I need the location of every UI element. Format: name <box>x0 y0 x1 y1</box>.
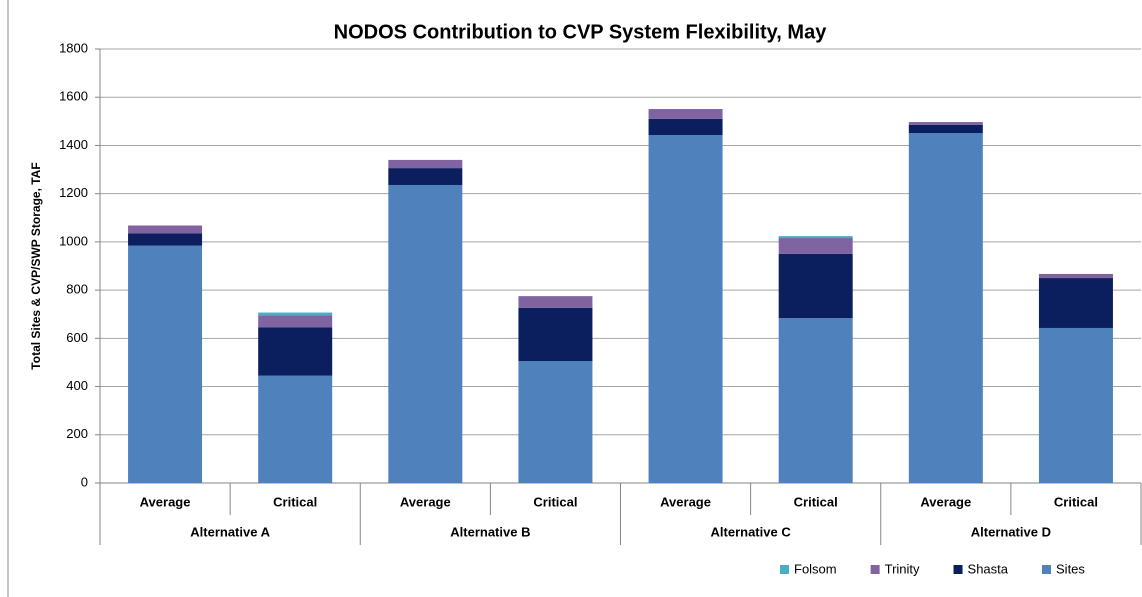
group-label: Alternative B <box>450 524 530 539</box>
y-tick-label: 800 <box>66 282 88 297</box>
bar-segment <box>258 375 333 483</box>
y-tick-label: 600 <box>66 330 88 345</box>
bar-segment <box>1038 273 1113 279</box>
x-tick-label: Average <box>920 494 971 509</box>
y-tick-label: 400 <box>66 378 88 393</box>
bar-segment <box>388 168 463 185</box>
x-tick-label: Critical <box>794 494 838 509</box>
group-label: Alternative A <box>190 524 270 539</box>
x-tick-label: Critical <box>1054 494 1098 509</box>
legend-swatch <box>870 565 880 574</box>
bar-segment <box>908 133 983 484</box>
legend-label: Sites <box>1056 561 1085 576</box>
bar-segment <box>258 327 333 376</box>
group-label: Alternative D <box>971 524 1051 539</box>
y-tick-label: 200 <box>66 426 88 441</box>
legend-swatch <box>780 565 789 574</box>
bar-segment <box>778 253 853 319</box>
bar-segment <box>648 109 723 119</box>
bar-segment <box>908 124 983 134</box>
bar-segment <box>778 236 853 239</box>
bar-segment <box>518 360 593 483</box>
legend-swatch <box>953 565 963 574</box>
legend-label: Folsom <box>794 561 837 576</box>
bar-segment <box>1038 278 1113 328</box>
x-tick-label: Average <box>400 494 451 509</box>
bar-segment <box>258 315 333 328</box>
y-tick-label: 0 <box>81 474 88 489</box>
bar-segment <box>518 307 593 361</box>
bar-segment <box>128 233 203 246</box>
bar-segment <box>128 245 203 483</box>
group-label: Alternative C <box>711 524 792 539</box>
y-tick-label: 1600 <box>59 89 88 104</box>
bar-segment <box>388 159 463 169</box>
bar-segment <box>128 225 203 234</box>
bar-segment <box>1038 327 1113 483</box>
x-tick-label: Critical <box>273 494 317 509</box>
bar-segment <box>908 122 983 125</box>
bar-segment <box>778 318 853 483</box>
x-tick-label: Average <box>660 494 711 509</box>
x-tick-label: Average <box>140 494 191 509</box>
bar-segment <box>518 296 593 308</box>
y-tick-label: 1400 <box>59 137 88 152</box>
legend-label: Shasta <box>968 561 1009 576</box>
y-tick-label: 1000 <box>59 233 88 248</box>
legend-swatch <box>1042 565 1052 574</box>
bar-segment <box>258 312 333 316</box>
bar-segment <box>648 118 723 136</box>
bar-segment <box>388 184 463 483</box>
chart-title: NODOS Contribution to CVP System Flexibi… <box>334 21 828 43</box>
y-tick-label: 1800 <box>59 40 88 55</box>
bar-segment <box>778 238 853 254</box>
y-axis-label: Total Sites & CVP/SWP Storage, TAF <box>29 162 43 369</box>
bar-segment <box>648 135 723 483</box>
legend-label: Trinity <box>885 561 920 576</box>
y-tick-label: 1200 <box>59 185 88 200</box>
x-tick-label: Critical <box>533 494 577 509</box>
